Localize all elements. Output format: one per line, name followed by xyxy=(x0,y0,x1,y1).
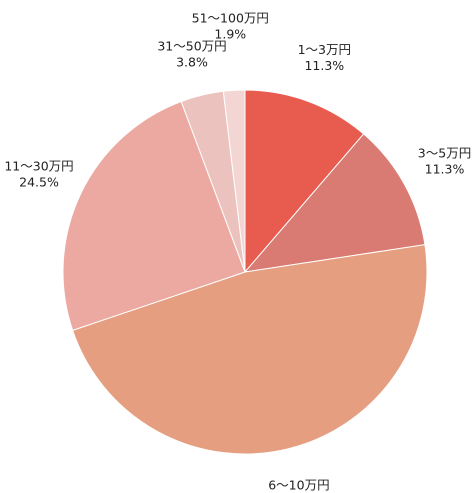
slice-percent-label: 1.9% xyxy=(214,26,246,41)
slice-4 xyxy=(62,100,246,332)
pie-labels: 1～3万円11.3%3～5万円11.3%6～10万円47.2%11～30万円24… xyxy=(4,10,471,493)
slice-1 xyxy=(244,89,365,274)
slice-percent-label: 24.5% xyxy=(19,174,59,189)
pie-slices xyxy=(62,89,428,455)
slice-percent-label: 11.3% xyxy=(425,162,465,177)
slice-category-label: 51～100万円 xyxy=(192,10,269,25)
slice-percent-label: 3.8% xyxy=(176,54,208,69)
slice-6 xyxy=(222,89,246,273)
slice-percent-label: 11.3% xyxy=(304,58,344,73)
slice-category-label: 11～30万円 xyxy=(4,158,73,173)
slice-category-label: 31～50万円 xyxy=(157,38,226,53)
slice-3 xyxy=(71,244,428,455)
slice-category-label: 6～10万円 xyxy=(268,478,329,493)
slice-2 xyxy=(243,133,426,273)
slice-category-label: 1～3万円 xyxy=(298,42,351,57)
slice-category-label: 3～5万円 xyxy=(418,146,471,161)
